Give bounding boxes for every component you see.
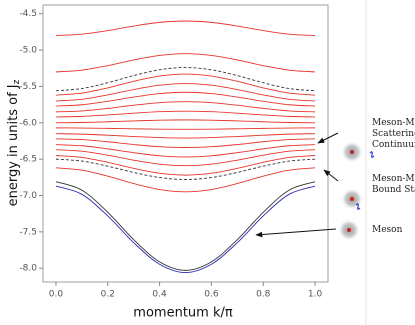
series-line xyxy=(55,91,316,107)
series-line xyxy=(55,73,316,96)
annotation-arrow xyxy=(255,228,337,238)
series-line xyxy=(55,155,316,176)
y-axis-label-sub: z xyxy=(12,79,22,84)
series-line xyxy=(55,110,316,118)
series-line xyxy=(55,119,316,124)
series-line xyxy=(55,83,316,102)
series-line xyxy=(55,20,316,36)
x-tick-label: 0.8 xyxy=(256,290,271,300)
y-axis-label-main: energy in units of J xyxy=(6,84,21,206)
annotation: Meson-MagBound State xyxy=(372,174,415,195)
annotation-line: Meson-Mag xyxy=(372,174,415,184)
annotation-line: Meson-Mag xyxy=(372,118,415,128)
y-axis-label: energy in units of Jz xyxy=(6,79,22,206)
x-axis-label: momentum k/π xyxy=(133,306,233,321)
y-tick-label: -6.0 xyxy=(19,118,37,128)
series-line xyxy=(55,181,316,271)
annotation-line: Scattering xyxy=(372,129,415,139)
icons xyxy=(338,141,375,241)
annotation-line: Continuum xyxy=(372,140,415,150)
annotation: Meson xyxy=(372,225,403,235)
series-line xyxy=(55,167,316,193)
series-line xyxy=(55,101,316,113)
series-line xyxy=(55,185,316,273)
y-tick-label: -7.0 xyxy=(19,191,37,201)
x-tick-label: 1.0 xyxy=(308,290,323,300)
y-tick-label: -5.5 xyxy=(19,82,37,92)
series-line xyxy=(55,133,316,139)
annotation-arrow xyxy=(317,132,339,144)
y-tick-label: -6.5 xyxy=(19,155,37,165)
y-tick-label: -4.5 xyxy=(19,9,37,19)
annotation-line: Bound State xyxy=(372,185,415,195)
y-tick-label: -5.0 xyxy=(19,46,37,56)
y-tick-label: -7.5 xyxy=(19,227,37,237)
series-line xyxy=(55,149,316,167)
x-tick-label: 0.4 xyxy=(152,290,167,300)
series-line xyxy=(55,144,316,158)
series-line xyxy=(55,158,316,180)
series-line xyxy=(55,127,316,130)
annotation-arrow xyxy=(323,169,339,182)
x-tick-label: 0.6 xyxy=(204,290,219,300)
x-tick-label: 0.0 xyxy=(49,290,64,300)
annotation-line: Meson xyxy=(372,225,403,235)
series-line xyxy=(55,138,316,148)
y-tick-label: -8.0 xyxy=(19,264,37,274)
series-line xyxy=(55,67,316,92)
plot-frame xyxy=(42,4,329,283)
x-tick-label: 0.2 xyxy=(101,290,115,300)
annotation: Meson-MagScatteringContinuum xyxy=(372,118,415,150)
series-line xyxy=(55,53,316,73)
